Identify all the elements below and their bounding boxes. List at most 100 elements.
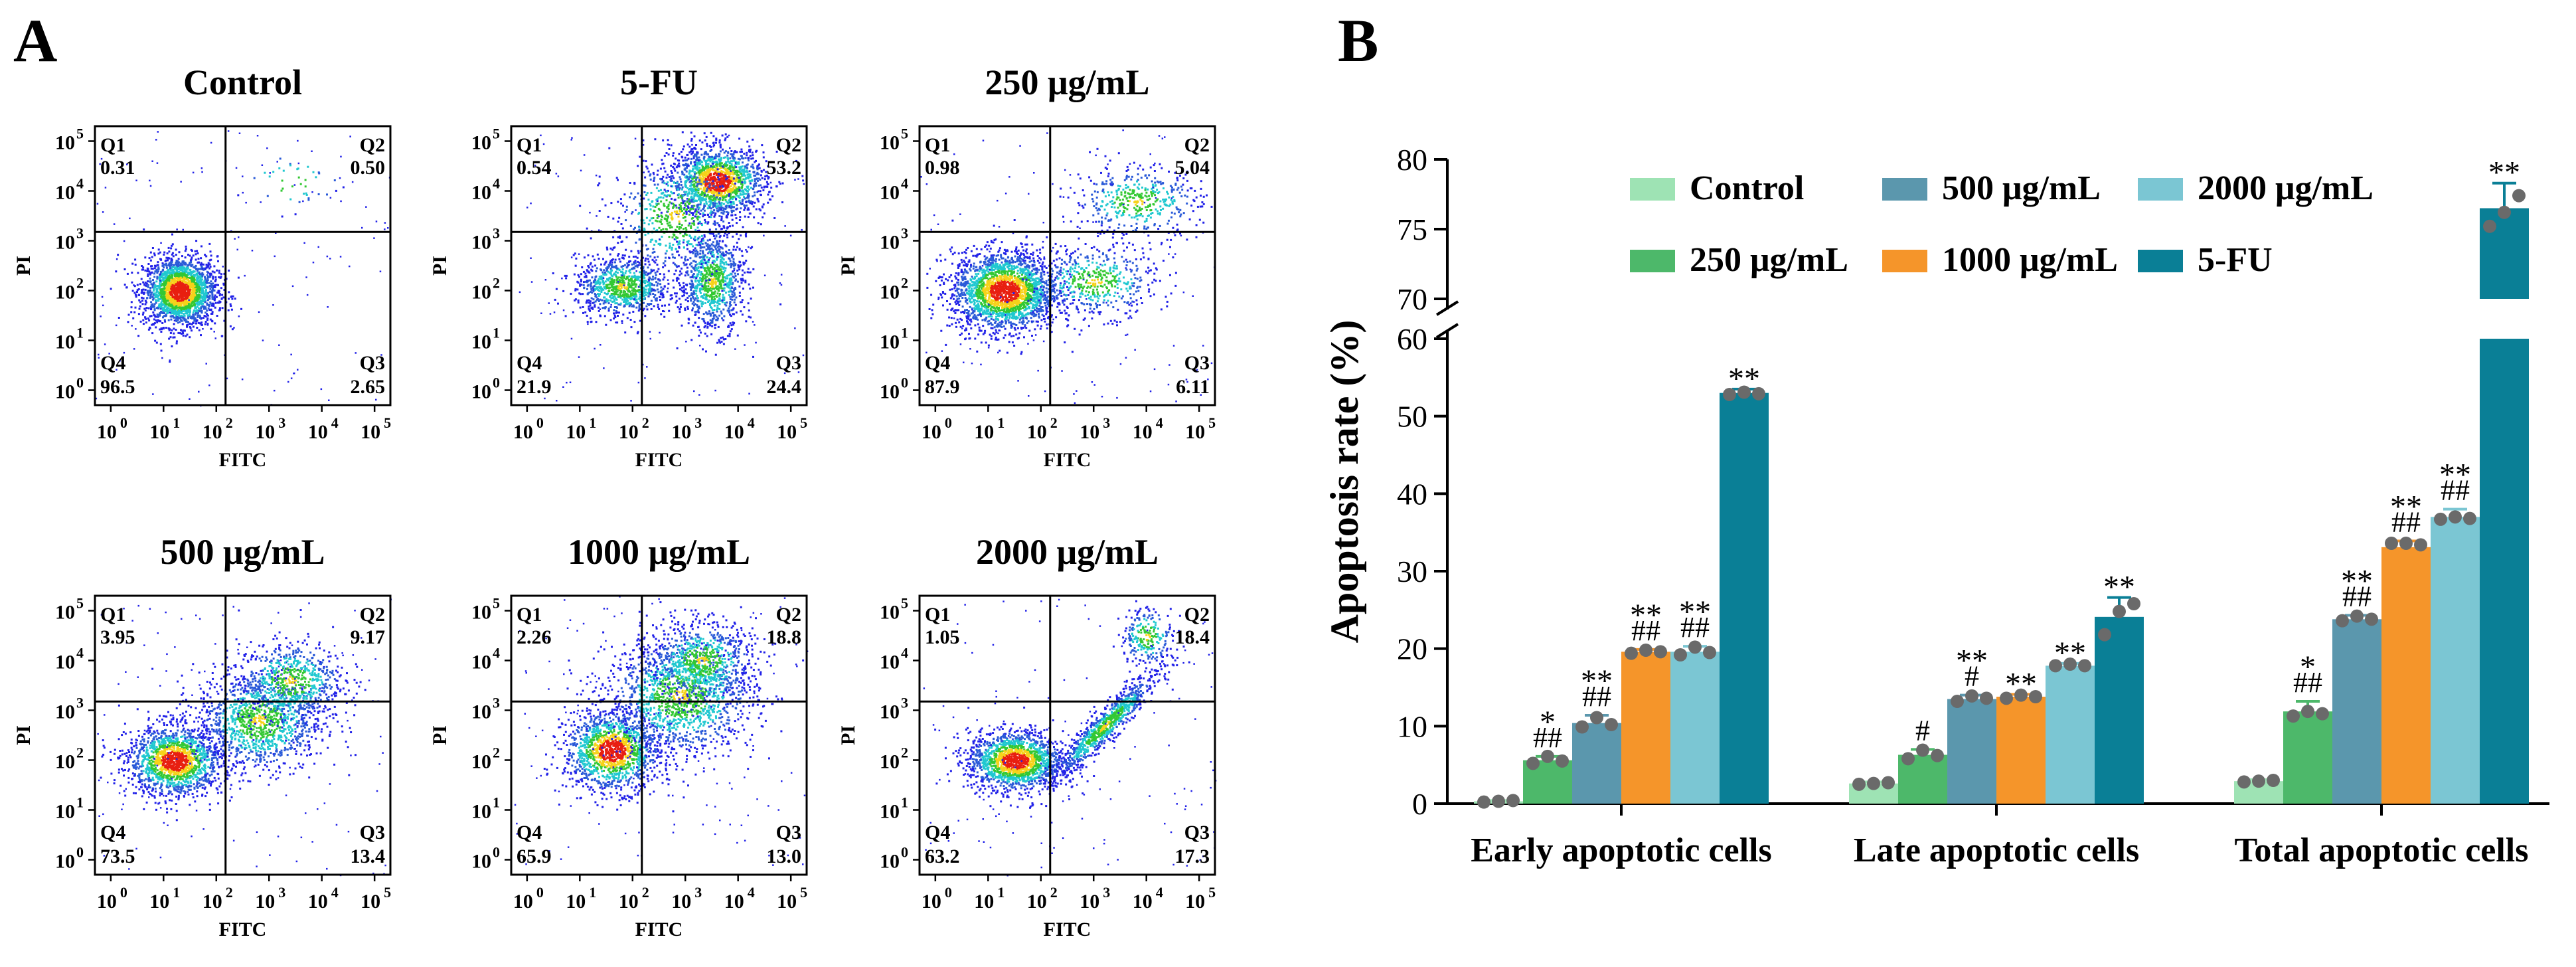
event-dot — [729, 322, 732, 325]
event-dot — [654, 294, 657, 296]
event-dot — [693, 195, 696, 197]
event-dot — [714, 314, 716, 317]
event-dot — [598, 290, 601, 292]
event-dot — [698, 329, 701, 331]
event-dot — [195, 322, 197, 325]
event-dot — [555, 288, 558, 290]
event-dot — [708, 273, 711, 276]
event-dot — [228, 291, 230, 294]
event-dot — [173, 316, 175, 319]
event-dot — [189, 309, 191, 311]
event-dot — [110, 288, 112, 290]
event-dot — [193, 270, 196, 273]
event-dot — [311, 191, 313, 193]
event-dot — [728, 311, 730, 313]
event-dot — [201, 311, 203, 314]
event-dot — [238, 236, 240, 238]
event-dot — [159, 289, 162, 292]
event-dot — [231, 328, 234, 331]
event-dot — [184, 291, 187, 294]
event-dot — [135, 291, 138, 293]
event-dot — [702, 208, 704, 211]
event-dot — [204, 276, 206, 278]
event-dot — [736, 280, 739, 283]
event-dot — [707, 294, 710, 297]
event-dot — [203, 306, 206, 309]
event-dot — [217, 302, 220, 304]
event-dot — [727, 158, 730, 161]
event-dot — [624, 290, 626, 293]
event-dot — [727, 213, 729, 216]
event-dot — [349, 265, 351, 268]
event-dot — [145, 285, 148, 288]
event-dot — [715, 257, 718, 260]
event-dot — [274, 255, 276, 258]
event-dot — [179, 332, 181, 335]
event-dot — [668, 304, 671, 306]
event-dot — [175, 340, 178, 343]
event-dot — [206, 276, 209, 278]
event-dot — [200, 306, 202, 309]
event-dot — [738, 180, 740, 182]
event-dot — [608, 272, 611, 274]
event-dot — [143, 292, 146, 294]
event-dot — [704, 332, 706, 335]
event-dot — [178, 261, 181, 264]
event-dot — [166, 298, 168, 300]
event-dot — [193, 285, 196, 288]
event-dot — [137, 335, 140, 337]
event-dot — [190, 274, 193, 276]
event-dot — [651, 258, 654, 261]
event-dot — [230, 308, 233, 311]
event-dot — [155, 280, 158, 283]
event-dot — [160, 296, 163, 299]
event-dot — [182, 317, 185, 320]
event-dot — [207, 296, 210, 298]
event-dot — [590, 291, 592, 293]
event-dot — [163, 253, 165, 256]
event-dot — [748, 315, 750, 318]
event-dot — [701, 273, 704, 276]
event-dot — [740, 282, 743, 284]
event-dot — [201, 276, 203, 278]
event-dot — [196, 311, 199, 314]
event-dot — [722, 183, 724, 186]
event-dot — [706, 313, 709, 315]
event-dot — [163, 304, 165, 306]
event-dot — [220, 273, 222, 276]
event-dot — [125, 286, 128, 289]
event-dot — [690, 199, 692, 202]
event-dot — [654, 272, 657, 274]
event-dot — [635, 264, 638, 267]
event-dot — [612, 296, 615, 298]
event-dot — [200, 283, 202, 286]
event-dot — [713, 274, 716, 276]
event-dot — [623, 293, 626, 296]
event-dot — [163, 315, 165, 317]
event-dot — [667, 143, 669, 146]
event-dot — [185, 280, 187, 283]
event-dot — [710, 307, 713, 309]
event-dot — [710, 178, 712, 181]
event-dot — [212, 282, 214, 285]
event-dot — [355, 352, 357, 354]
y-tick-exponent: 4 — [76, 175, 84, 192]
event-dot — [749, 271, 752, 274]
event-dot — [199, 314, 201, 317]
event-dot — [183, 276, 185, 279]
event-dot — [708, 288, 710, 290]
event-dot — [182, 332, 185, 335]
event-dot — [688, 201, 691, 203]
event-dot — [185, 298, 187, 300]
event-dot — [151, 160, 153, 162]
event-dot — [609, 300, 611, 302]
event-dot — [175, 317, 178, 320]
event-dot — [152, 279, 154, 282]
event-dot — [172, 284, 175, 287]
event-dot — [714, 267, 716, 270]
event-dot — [210, 313, 212, 315]
event-dot — [196, 290, 199, 293]
event-dot — [649, 292, 651, 295]
event-dot — [720, 272, 723, 275]
event-dot — [598, 286, 600, 288]
